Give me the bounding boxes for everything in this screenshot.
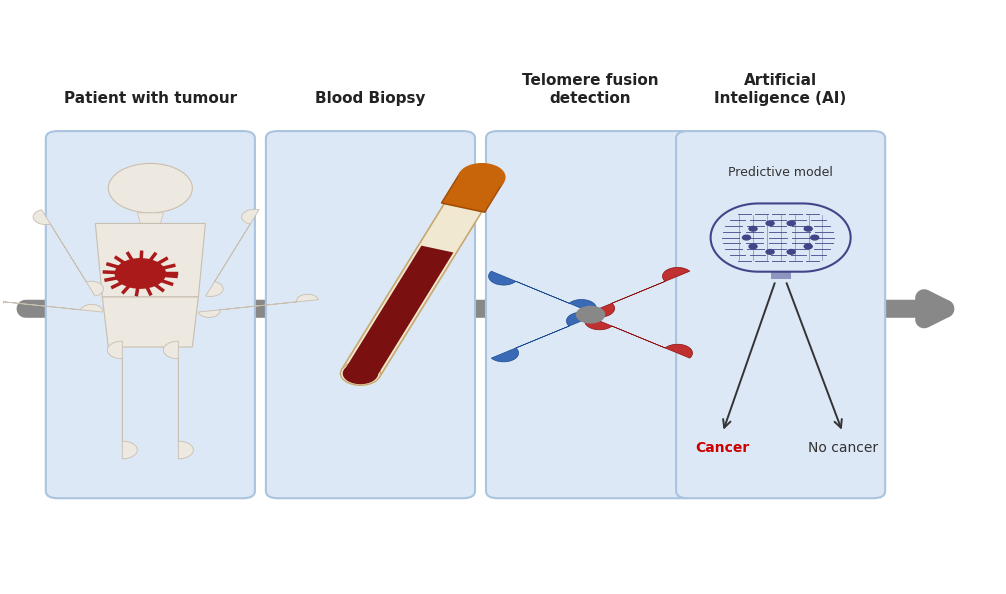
Circle shape xyxy=(804,226,812,231)
Polygon shape xyxy=(584,316,692,358)
Polygon shape xyxy=(96,223,205,297)
Circle shape xyxy=(804,244,812,249)
Polygon shape xyxy=(771,271,791,279)
Circle shape xyxy=(767,249,774,254)
Polygon shape xyxy=(442,173,504,212)
Circle shape xyxy=(811,235,819,240)
Circle shape xyxy=(742,235,750,240)
Text: Telomere fusion
detection: Telomere fusion detection xyxy=(522,73,659,106)
Circle shape xyxy=(116,259,165,288)
Polygon shape xyxy=(163,341,193,459)
FancyBboxPatch shape xyxy=(676,131,885,498)
Polygon shape xyxy=(489,271,597,314)
Text: Artificial
Inteligence (AI): Artificial Inteligence (AI) xyxy=(714,73,847,106)
Circle shape xyxy=(787,221,795,226)
Text: Blood Biopsy: Blood Biopsy xyxy=(315,91,426,106)
Circle shape xyxy=(459,164,505,191)
Polygon shape xyxy=(0,299,103,312)
Polygon shape xyxy=(342,204,482,378)
Circle shape xyxy=(767,221,774,226)
FancyBboxPatch shape xyxy=(486,131,695,498)
Circle shape xyxy=(343,364,377,384)
Circle shape xyxy=(787,249,795,254)
Circle shape xyxy=(576,307,605,323)
Polygon shape xyxy=(103,297,198,347)
FancyBboxPatch shape xyxy=(266,131,475,498)
Circle shape xyxy=(749,244,758,249)
Text: Predictive model: Predictive model xyxy=(728,166,833,179)
Polygon shape xyxy=(108,341,137,459)
Polygon shape xyxy=(491,312,594,362)
Circle shape xyxy=(109,163,192,213)
Circle shape xyxy=(749,226,758,231)
Polygon shape xyxy=(33,210,104,296)
Text: No cancer: No cancer xyxy=(808,441,877,455)
Polygon shape xyxy=(588,267,690,317)
FancyBboxPatch shape xyxy=(46,131,255,498)
Polygon shape xyxy=(205,209,260,296)
Polygon shape xyxy=(198,294,319,317)
Polygon shape xyxy=(138,213,163,223)
Text: Cancer: Cancer xyxy=(695,441,749,455)
Circle shape xyxy=(340,362,380,386)
Text: Patient with tumour: Patient with tumour xyxy=(63,91,236,106)
Polygon shape xyxy=(344,246,454,377)
